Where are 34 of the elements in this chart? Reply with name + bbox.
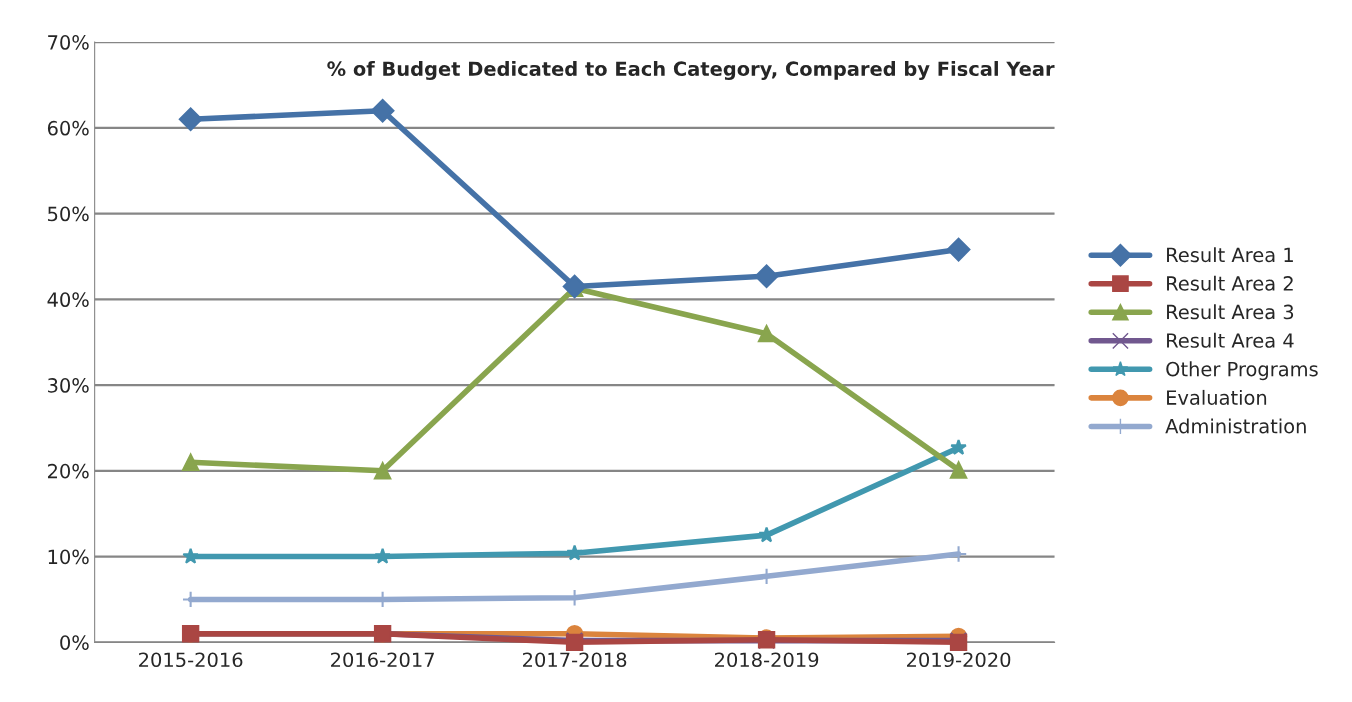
legend-label: Result Area 1 bbox=[1167, 247, 1293, 263]
text: % of Budget Dedicated to Each Category, Compared by Fiscal Year bbox=[327, 61, 1055, 80]
point bbox=[374, 547, 391, 564]
y-tick-label: 0% bbox=[60, 635, 89, 650]
point bbox=[949, 461, 968, 479]
point bbox=[754, 264, 779, 289]
point bbox=[373, 462, 392, 480]
y-tick-label: 10% bbox=[48, 549, 89, 565]
legend-label: Result Area 2 bbox=[1167, 275, 1293, 291]
point bbox=[182, 547, 199, 564]
point bbox=[757, 324, 776, 343]
point bbox=[950, 439, 967, 455]
x-tick-label: 2018-2019 bbox=[715, 652, 819, 668]
legend-label: Result Area 3 bbox=[1167, 304, 1294, 320]
point bbox=[566, 544, 583, 561]
x-tick-label: 2017-2018 bbox=[523, 652, 627, 668]
point bbox=[178, 107, 203, 132]
y-tick-label: 20% bbox=[47, 463, 89, 479]
point bbox=[181, 453, 200, 471]
legend-label: Evaluation bbox=[1167, 389, 1267, 405]
y-tick-label: 60% bbox=[47, 120, 89, 136]
y-tick-label: 70% bbox=[48, 35, 89, 50]
x-tick-label: 2015-2016 bbox=[139, 652, 243, 668]
legend-label: Other Programs bbox=[1166, 361, 1318, 381]
legend-label: Result Area 4 bbox=[1167, 332, 1294, 348]
legend-label: Administration bbox=[1165, 418, 1306, 434]
x-tick-label: 2016-2017 bbox=[331, 652, 434, 668]
y-tick-label: 50% bbox=[48, 206, 89, 222]
x-tick-label: 2019-2020 bbox=[907, 652, 1011, 668]
point bbox=[946, 237, 971, 262]
y-tick-label: 40% bbox=[47, 292, 89, 308]
y-tick-label: 30% bbox=[48, 378, 89, 393]
point bbox=[370, 98, 395, 123]
point bbox=[758, 526, 775, 543]
